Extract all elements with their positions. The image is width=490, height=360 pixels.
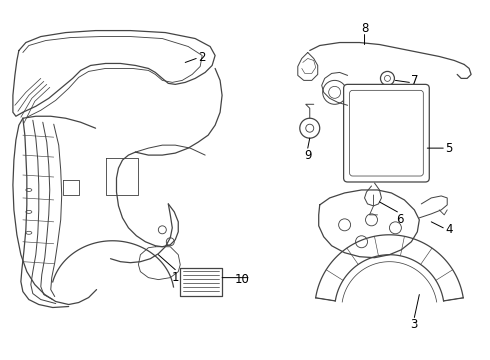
Text: 3: 3 — [411, 318, 418, 331]
Text: 9: 9 — [304, 149, 312, 162]
FancyBboxPatch shape — [349, 90, 423, 176]
Text: 8: 8 — [361, 22, 368, 35]
Text: 1: 1 — [172, 271, 179, 284]
Text: 7: 7 — [411, 74, 418, 87]
Text: 10: 10 — [235, 273, 249, 286]
Text: 2: 2 — [198, 51, 206, 64]
FancyBboxPatch shape — [343, 84, 429, 182]
Text: 5: 5 — [445, 141, 453, 155]
Text: 6: 6 — [395, 213, 403, 226]
Text: 4: 4 — [445, 223, 453, 236]
